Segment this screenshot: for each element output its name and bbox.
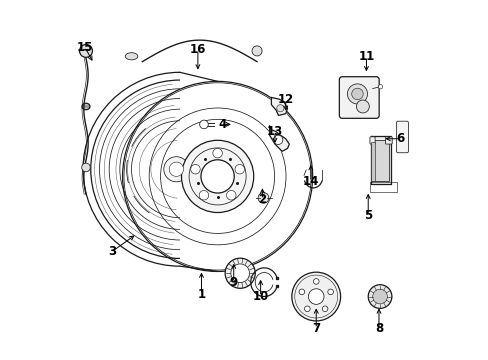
Circle shape	[81, 163, 90, 172]
Circle shape	[226, 190, 236, 200]
Text: 5: 5	[364, 210, 371, 222]
Circle shape	[224, 258, 255, 288]
Text: 9: 9	[229, 276, 237, 289]
Circle shape	[308, 289, 324, 304]
Ellipse shape	[163, 157, 188, 182]
Circle shape	[251, 46, 262, 56]
Ellipse shape	[169, 162, 183, 176]
Text: 15: 15	[77, 41, 93, 54]
Circle shape	[258, 193, 268, 203]
Circle shape	[356, 100, 368, 113]
Ellipse shape	[125, 53, 138, 60]
Text: 12: 12	[277, 93, 293, 106]
FancyBboxPatch shape	[385, 137, 391, 144]
FancyBboxPatch shape	[370, 142, 374, 181]
Circle shape	[181, 140, 253, 212]
Circle shape	[351, 88, 363, 100]
Circle shape	[327, 289, 333, 295]
Text: 1: 1	[197, 288, 205, 301]
Circle shape	[276, 105, 284, 112]
Circle shape	[199, 190, 208, 200]
Text: 3: 3	[107, 245, 116, 258]
Circle shape	[313, 279, 318, 284]
Text: 8: 8	[374, 322, 382, 335]
Polygon shape	[271, 98, 287, 116]
FancyBboxPatch shape	[371, 140, 388, 181]
Text: 7: 7	[311, 322, 320, 335]
Polygon shape	[370, 136, 391, 184]
Circle shape	[230, 264, 249, 283]
Polygon shape	[269, 126, 289, 151]
Circle shape	[372, 289, 386, 304]
Text: 10: 10	[252, 290, 268, 303]
Text: 13: 13	[266, 125, 283, 138]
Circle shape	[80, 44, 92, 57]
Circle shape	[299, 289, 304, 295]
Circle shape	[378, 85, 382, 89]
Circle shape	[212, 148, 222, 158]
Circle shape	[235, 165, 244, 174]
Text: 6: 6	[396, 132, 404, 145]
Text: 4: 4	[219, 118, 226, 131]
FancyBboxPatch shape	[339, 77, 378, 118]
Circle shape	[291, 272, 340, 321]
Text: 14: 14	[302, 175, 318, 188]
Circle shape	[199, 120, 208, 129]
Text: 16: 16	[189, 42, 205, 55]
Text: 2: 2	[258, 193, 266, 206]
Circle shape	[367, 285, 391, 309]
Circle shape	[322, 306, 327, 312]
Circle shape	[190, 165, 200, 174]
Circle shape	[304, 306, 309, 312]
Text: 11: 11	[358, 50, 374, 63]
Circle shape	[346, 84, 367, 104]
FancyBboxPatch shape	[369, 137, 374, 144]
Circle shape	[273, 135, 282, 144]
Circle shape	[201, 160, 234, 193]
FancyBboxPatch shape	[396, 121, 407, 153]
